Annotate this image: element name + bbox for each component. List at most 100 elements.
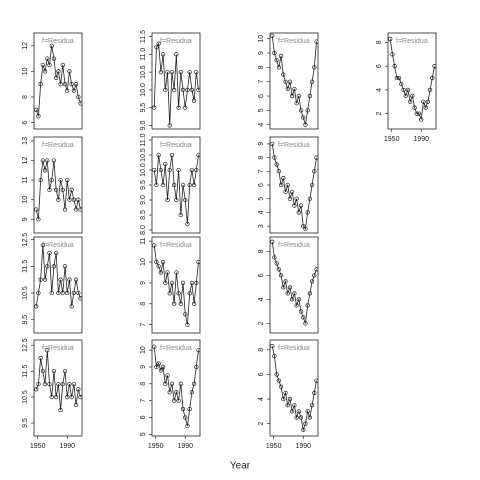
line xyxy=(271,241,317,324)
point xyxy=(169,152,175,158)
point xyxy=(305,108,310,113)
point xyxy=(38,82,43,87)
point xyxy=(158,69,164,75)
point xyxy=(67,197,72,202)
point xyxy=(189,280,195,286)
y-tick-label: 12.5 xyxy=(22,233,29,247)
point xyxy=(274,58,279,63)
point xyxy=(165,197,170,203)
point xyxy=(73,82,79,87)
point xyxy=(160,259,166,265)
point xyxy=(65,290,70,296)
point xyxy=(158,270,164,275)
point xyxy=(42,168,48,173)
point xyxy=(69,187,74,193)
point xyxy=(174,52,179,57)
point xyxy=(183,197,188,203)
point xyxy=(194,69,199,75)
strip-label: f=Residua xyxy=(278,38,310,45)
y-tick-label: 4 xyxy=(258,123,265,127)
point xyxy=(172,398,177,403)
point xyxy=(301,115,306,120)
point xyxy=(160,364,166,370)
line xyxy=(271,346,317,432)
point xyxy=(152,243,157,248)
panel-frame xyxy=(387,32,437,130)
point xyxy=(427,87,433,93)
point xyxy=(307,196,313,201)
point xyxy=(34,207,39,212)
panel-frame xyxy=(33,136,83,234)
point xyxy=(36,290,41,296)
point xyxy=(76,94,81,100)
panel-frame xyxy=(269,136,319,234)
point xyxy=(69,394,74,400)
point xyxy=(154,45,159,50)
panel-frame xyxy=(33,339,83,437)
point xyxy=(60,290,65,296)
point xyxy=(40,242,46,248)
point xyxy=(276,267,282,272)
point xyxy=(281,396,286,402)
point xyxy=(176,398,181,403)
point xyxy=(283,279,288,284)
point xyxy=(163,280,168,286)
y-tick-label: 9.5 xyxy=(140,103,147,113)
point xyxy=(185,221,190,227)
panel: f=Residua xyxy=(152,242,200,327)
point xyxy=(54,75,59,80)
point xyxy=(401,87,406,93)
point xyxy=(178,301,183,306)
y-tick-label: 9 xyxy=(140,365,147,369)
point xyxy=(58,177,63,183)
point xyxy=(36,381,41,387)
point xyxy=(312,65,317,70)
point xyxy=(303,421,308,426)
point xyxy=(60,62,65,68)
point xyxy=(152,167,157,173)
point xyxy=(194,167,199,173)
point xyxy=(285,182,290,188)
strip-label: f=Residua xyxy=(278,142,310,149)
point xyxy=(185,322,190,327)
point xyxy=(416,111,422,116)
point xyxy=(54,187,59,193)
line xyxy=(389,38,435,120)
point xyxy=(185,87,190,93)
x-tick-label: 1990 xyxy=(295,443,311,450)
line xyxy=(153,42,199,126)
point xyxy=(152,344,157,349)
point xyxy=(165,69,170,75)
point xyxy=(270,33,275,39)
point xyxy=(51,158,57,163)
point xyxy=(196,152,200,158)
point xyxy=(191,182,197,188)
x-tick-label: 1950 xyxy=(384,136,400,143)
point xyxy=(414,111,419,116)
y-tick-label: 10.5 xyxy=(22,390,29,404)
y-tick-label: 11.0 xyxy=(140,133,147,146)
line xyxy=(35,160,81,220)
point xyxy=(47,187,52,193)
y-tick-label: 2 xyxy=(376,112,383,116)
point xyxy=(194,280,199,286)
panel: f=Residua xyxy=(152,142,200,227)
point xyxy=(71,381,77,387)
point xyxy=(62,264,68,269)
point xyxy=(270,141,275,147)
point xyxy=(78,101,82,106)
point xyxy=(276,65,282,70)
point xyxy=(47,250,52,256)
point xyxy=(56,69,61,74)
y-tick-label: 8 xyxy=(258,65,265,69)
y-tick-label: 8 xyxy=(22,95,29,99)
point xyxy=(69,304,74,309)
point xyxy=(191,98,197,103)
y-tick-label: 12.5 xyxy=(22,338,29,352)
y-tick-label: 6 xyxy=(258,183,265,187)
point xyxy=(196,87,200,93)
point xyxy=(281,285,286,290)
point xyxy=(183,415,188,420)
point xyxy=(410,93,415,98)
